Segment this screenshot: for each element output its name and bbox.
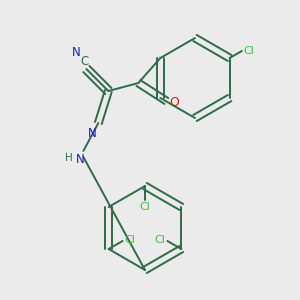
Text: N: N (72, 46, 81, 59)
Text: C: C (80, 55, 88, 68)
Text: Cl: Cl (244, 46, 255, 56)
Text: O: O (169, 97, 179, 110)
Text: Cl: Cl (124, 235, 136, 245)
Text: H: H (65, 153, 73, 163)
Text: Cl: Cl (154, 235, 165, 245)
Text: Cl: Cl (140, 202, 150, 212)
Text: N: N (88, 127, 96, 140)
Text: N: N (76, 153, 85, 166)
